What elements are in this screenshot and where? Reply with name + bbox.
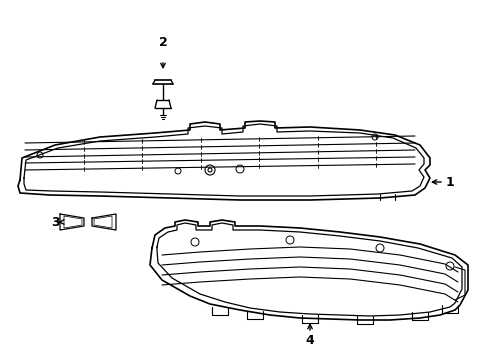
Text: 2: 2	[158, 36, 167, 49]
Text: 3: 3	[51, 216, 59, 229]
Text: 1: 1	[445, 175, 453, 189]
Text: 4: 4	[305, 333, 314, 346]
